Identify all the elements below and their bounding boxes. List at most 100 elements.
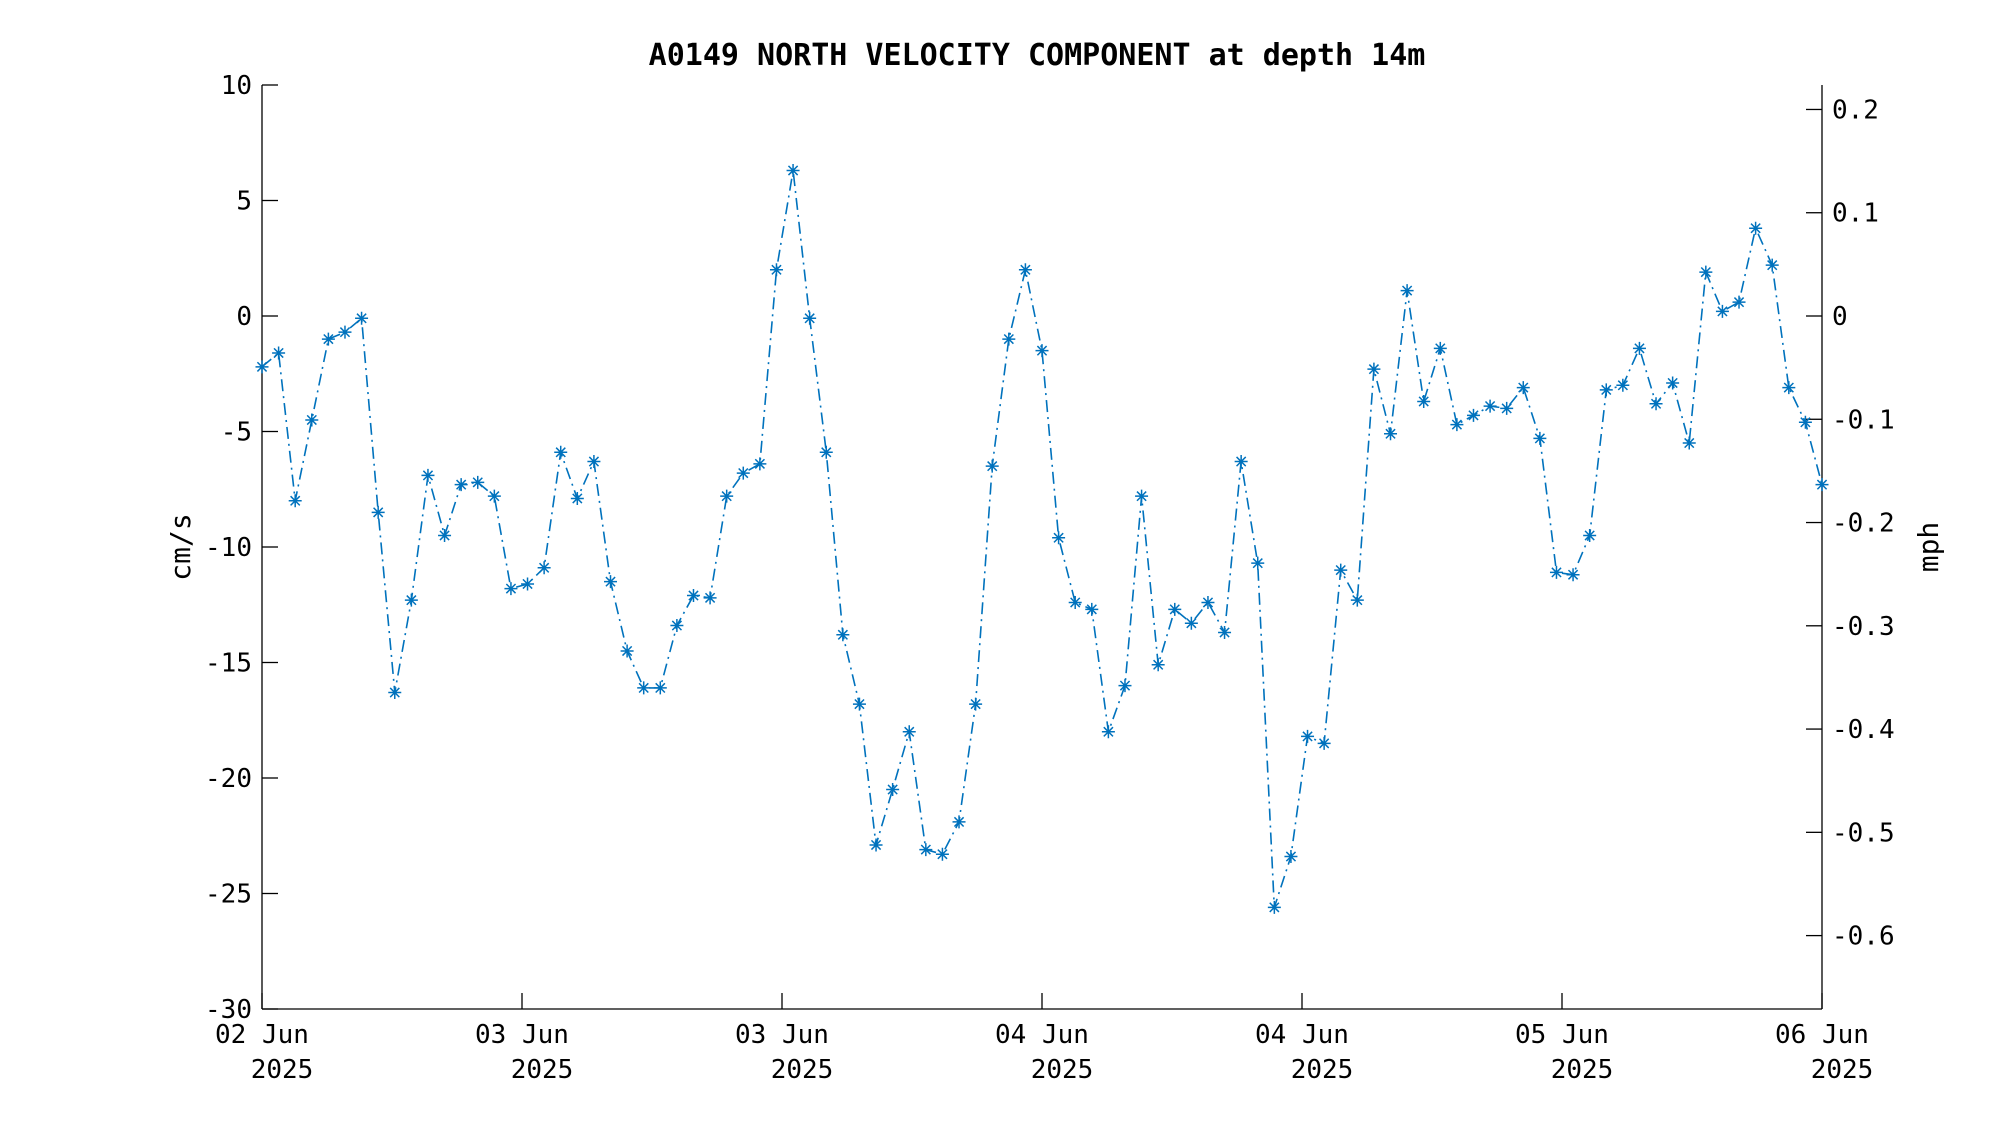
ticks: 10 5 0 -5 -10 -15 -20 -25 -30 0.2 0.1 0 -0.1 -0.2 -0.3… bbox=[205, 71, 1895, 1085]
data-point bbox=[1201, 595, 1215, 609]
data-point bbox=[1782, 381, 1796, 395]
data-point bbox=[1367, 362, 1381, 376]
data-point bbox=[1566, 568, 1580, 582]
data-point bbox=[1533, 431, 1547, 445]
data-point bbox=[1583, 528, 1597, 542]
y-right-tick-label: -0.4 bbox=[1832, 715, 1895, 745]
x-tick-label: 02 Jun bbox=[215, 1020, 309, 1050]
y-right-tick-label: -0.3 bbox=[1832, 612, 1895, 642]
data-point bbox=[1649, 397, 1663, 411]
data-point bbox=[886, 783, 900, 797]
y-tick-label: -25 bbox=[205, 880, 252, 910]
y-right-tick-label: -0.2 bbox=[1832, 509, 1895, 539]
data-point bbox=[1815, 478, 1829, 492]
data-point bbox=[1218, 625, 1232, 639]
y-tick-label: 10 bbox=[221, 71, 252, 101]
y-tick-label: -10 bbox=[205, 533, 252, 563]
data-point bbox=[288, 494, 302, 508]
data-point bbox=[1384, 427, 1398, 441]
data-point bbox=[338, 325, 352, 339]
data-point bbox=[1101, 725, 1115, 739]
series-group bbox=[255, 163, 1829, 914]
data-point bbox=[620, 644, 634, 658]
data-point bbox=[720, 489, 734, 503]
y-tick-label: -30 bbox=[205, 995, 252, 1025]
y-right-tick-label: 0 bbox=[1832, 302, 1848, 332]
data-point bbox=[1749, 221, 1763, 235]
data-point bbox=[255, 360, 269, 374]
data-point bbox=[1068, 595, 1082, 609]
data-point bbox=[487, 489, 501, 503]
x-tick-year-label: 2025 bbox=[1811, 1055, 1874, 1085]
data-point bbox=[355, 311, 369, 325]
data-point bbox=[1450, 418, 1464, 432]
x-tick-label: 04 Jun bbox=[995, 1020, 1089, 1050]
y-right-tick-label: -0.1 bbox=[1832, 405, 1895, 435]
data-point bbox=[1516, 381, 1530, 395]
data-point bbox=[438, 528, 452, 542]
data-point bbox=[404, 593, 418, 607]
data-point bbox=[504, 582, 518, 596]
data-point bbox=[803, 311, 817, 325]
data-point bbox=[604, 575, 618, 589]
data-point bbox=[587, 455, 601, 469]
data-point bbox=[272, 346, 286, 360]
data-point bbox=[570, 491, 584, 505]
data-point bbox=[554, 445, 568, 459]
data-point bbox=[1682, 436, 1696, 450]
data-point bbox=[637, 681, 651, 695]
data-point bbox=[852, 697, 866, 711]
y-tick-label: 0 bbox=[236, 302, 252, 332]
y-tick-label: -5 bbox=[221, 418, 252, 448]
data-point bbox=[1184, 616, 1198, 630]
data-point bbox=[1052, 531, 1066, 545]
data-point bbox=[736, 466, 750, 480]
data-point bbox=[703, 591, 717, 605]
data-point bbox=[1267, 900, 1281, 914]
y-right-tick-label: 0.2 bbox=[1832, 95, 1879, 125]
data-point bbox=[969, 697, 983, 711]
data-point bbox=[305, 413, 319, 427]
data-point bbox=[902, 725, 916, 739]
data-point bbox=[753, 457, 767, 471]
data-point bbox=[869, 838, 883, 852]
y-tick-label: 5 bbox=[236, 187, 252, 217]
data-point bbox=[836, 628, 850, 642]
data-point bbox=[1616, 378, 1630, 392]
data-point bbox=[537, 561, 551, 575]
x-tick-year-label: 2025 bbox=[771, 1055, 834, 1085]
data-point bbox=[1317, 736, 1331, 750]
data-point bbox=[1417, 394, 1431, 408]
x-tick-label: 04 Jun bbox=[1255, 1020, 1349, 1050]
x-tick-label: 06 Jun bbox=[1775, 1020, 1869, 1050]
y-tick-label: -20 bbox=[205, 764, 252, 794]
chart-title: A0149 NORTH VELOCITY COMPONENT at depth … bbox=[649, 38, 1426, 73]
data-point bbox=[1334, 563, 1348, 577]
data-point bbox=[521, 577, 535, 591]
data-point bbox=[421, 468, 435, 482]
x-tick-label: 05 Jun bbox=[1515, 1020, 1609, 1050]
data-point bbox=[1765, 258, 1779, 272]
data-point bbox=[471, 475, 485, 489]
data-point bbox=[1151, 658, 1165, 672]
x-tick-year-label: 2025 bbox=[1551, 1055, 1614, 1085]
data-point bbox=[1666, 376, 1680, 390]
data-point bbox=[1251, 556, 1265, 570]
data-point bbox=[1168, 602, 1182, 616]
x-tick-year-label: 2025 bbox=[251, 1055, 314, 1085]
data-point bbox=[786, 163, 800, 177]
data-point bbox=[1500, 401, 1514, 415]
x-tick-year-label: 2025 bbox=[1291, 1055, 1354, 1085]
data-point bbox=[1715, 304, 1729, 318]
data-point bbox=[1135, 489, 1149, 503]
data-point bbox=[1018, 263, 1032, 277]
data-point bbox=[454, 478, 468, 492]
y-tick-label: -15 bbox=[205, 649, 252, 679]
data-point bbox=[935, 847, 949, 861]
data-point bbox=[1483, 399, 1497, 413]
data-point bbox=[653, 681, 667, 695]
data-point bbox=[1234, 455, 1248, 469]
data-point bbox=[1699, 265, 1713, 279]
data-point bbox=[1549, 565, 1563, 579]
